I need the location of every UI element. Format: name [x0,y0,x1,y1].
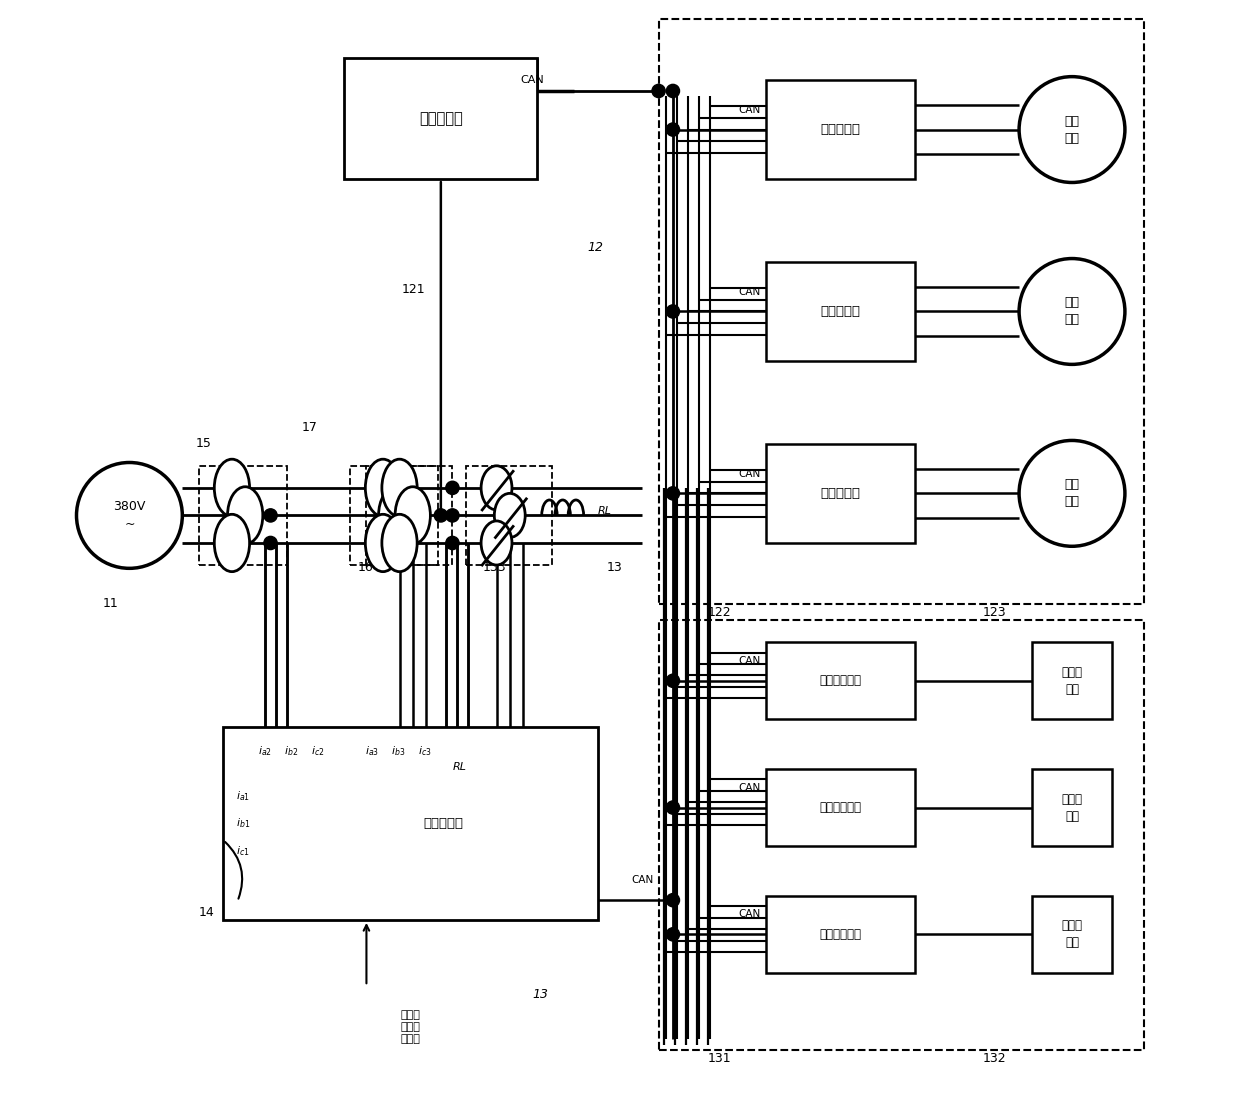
Text: 13: 13 [606,561,622,574]
Ellipse shape [366,459,401,516]
Text: $i_{c2}$: $i_{c2}$ [311,745,325,758]
Text: 15: 15 [196,438,211,450]
Text: CAN: CAN [738,105,760,115]
Bar [223,727,598,920]
Bar [766,80,915,179]
Text: 131: 131 [707,1053,732,1066]
Ellipse shape [366,514,401,572]
Text: 变桨
电机: 变桨 电机 [1064,114,1080,144]
Circle shape [652,84,665,98]
Text: 14: 14 [198,906,215,919]
Bar [766,895,915,973]
Text: 380V
~: 380V ~ [113,501,145,531]
Ellipse shape [215,514,249,572]
Ellipse shape [382,459,417,516]
Circle shape [264,509,277,522]
Text: 外界温
湿度信
号输入: 外界温 湿度信 号输入 [401,1010,420,1044]
Text: 除冰加
热器: 除冰加 热器 [1061,666,1083,696]
Circle shape [666,84,680,98]
Text: 133: 133 [482,561,506,574]
Ellipse shape [382,514,417,572]
Text: 除冰从控制器: 除冰从控制器 [820,801,862,814]
Text: $i_{a2}$: $i_{a2}$ [258,745,272,758]
Circle shape [446,481,459,494]
Bar [1033,895,1112,973]
Text: 变桨驱动器: 变桨驱动器 [821,486,861,500]
Bar [1033,643,1112,719]
Text: RL: RL [453,762,467,772]
Text: 121: 121 [402,283,425,296]
Bar [766,444,915,543]
Text: 11: 11 [103,597,119,611]
Text: CAN: CAN [631,874,653,884]
Text: 16: 16 [357,561,373,574]
Text: 123: 123 [983,606,1007,619]
Text: 除冰主控器: 除冰主控器 [424,817,464,830]
Text: 变桨
电机: 变桨 电机 [1064,479,1080,509]
Bar [658,19,1143,604]
Text: 17: 17 [301,421,317,433]
Circle shape [666,893,680,906]
Circle shape [666,801,680,814]
Text: CAN: CAN [738,910,760,920]
Text: 变桨
电机: 变桨 电机 [1064,297,1080,327]
Bar [367,465,453,565]
Text: $i_{c3}$: $i_{c3}$ [418,745,432,758]
Text: 变桨驱动器: 变桨驱动器 [821,123,861,136]
Text: CAN: CAN [738,656,760,666]
Circle shape [666,486,680,500]
Text: $i_{a1}$: $i_{a1}$ [236,789,250,803]
Bar [766,643,915,719]
Bar [766,261,915,361]
Text: CAN: CAN [520,75,543,85]
Text: 132: 132 [983,1053,1007,1066]
Circle shape [77,462,182,568]
Ellipse shape [215,459,249,516]
Text: 除冰从控制器: 除冰从控制器 [820,927,862,941]
Text: 变桨驱动器: 变桨驱动器 [821,305,861,318]
Bar [350,465,438,565]
Circle shape [264,536,277,550]
Circle shape [666,123,680,136]
Bar [1033,769,1112,847]
Text: 12: 12 [588,242,604,254]
Circle shape [666,305,680,318]
Circle shape [1019,258,1125,365]
Text: $i_{b1}$: $i_{b1}$ [236,817,250,831]
Bar [658,620,1143,1050]
Text: RL: RL [598,506,613,516]
Ellipse shape [481,521,512,565]
Bar [466,465,552,565]
Bar [766,769,915,847]
Text: 除冰从控制器: 除冰从控制器 [820,675,862,687]
Bar [345,58,537,179]
Circle shape [666,927,680,941]
Circle shape [1019,441,1125,546]
Text: CAN: CAN [738,782,760,792]
Text: 除冰加
热器: 除冰加 热器 [1061,792,1083,822]
Ellipse shape [495,493,526,537]
Text: 13: 13 [533,988,548,1002]
Text: 122: 122 [707,606,732,619]
Text: $i_{c1}$: $i_{c1}$ [236,844,249,858]
Circle shape [666,674,680,687]
Text: 变桨控制器: 变桨控制器 [419,111,463,126]
Text: CAN: CAN [738,469,760,479]
Ellipse shape [227,486,263,544]
Circle shape [1019,76,1125,183]
Text: $i_{a3}$: $i_{a3}$ [365,745,379,758]
Bar [198,465,288,565]
Text: CAN: CAN [738,287,760,297]
Ellipse shape [396,486,430,544]
Ellipse shape [481,465,512,510]
Text: 除冰加
热器: 除冰加 热器 [1061,920,1083,950]
Text: $i_{b2}$: $i_{b2}$ [284,745,299,758]
Text: $i_{b3}$: $i_{b3}$ [392,745,405,758]
Circle shape [434,509,448,522]
Ellipse shape [378,486,414,544]
Circle shape [446,536,459,550]
Circle shape [446,509,459,522]
